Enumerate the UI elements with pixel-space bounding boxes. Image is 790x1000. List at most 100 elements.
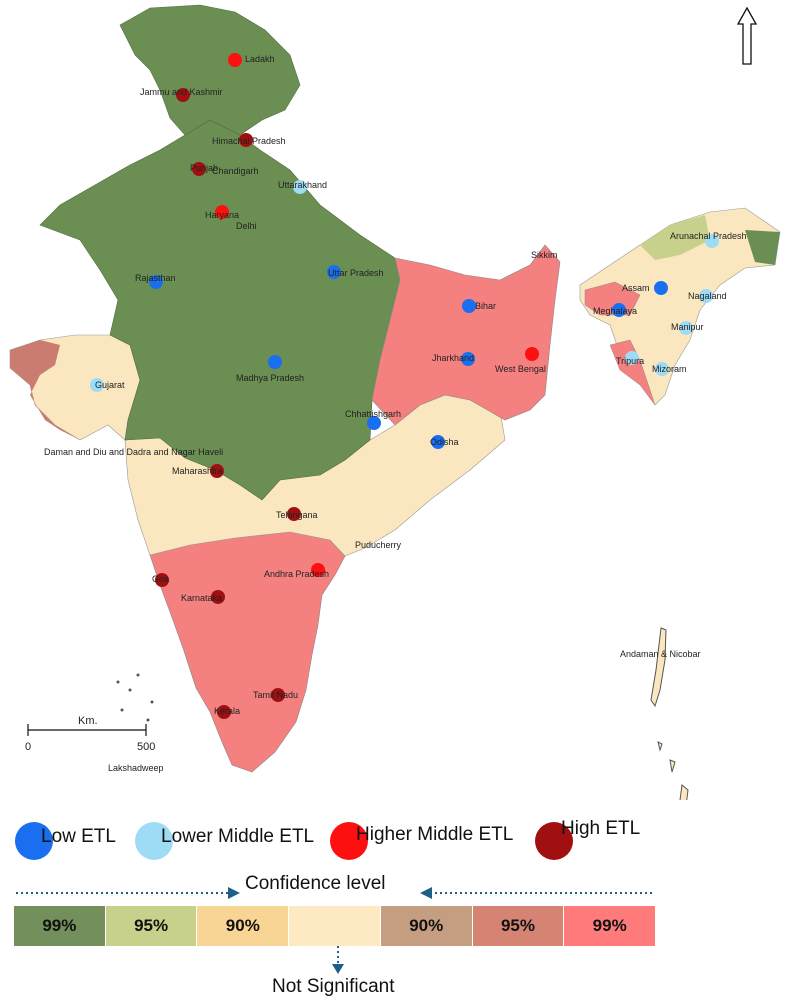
chandigarh-label: Chandigarh	[212, 166, 259, 176]
manipur-marker	[679, 321, 693, 335]
meghalaya-tripura-red	[584, 281, 656, 406]
gujarat-label: Gujarat	[95, 380, 125, 390]
confidence-cell-1: 95%	[105, 906, 198, 946]
legend-item-lower-middle: Lower Middle ETL	[135, 822, 314, 860]
madhya-pradesh-marker	[268, 355, 282, 369]
tamil-nadu-label: Tamil Nadu	[253, 690, 298, 700]
lakshadweep-islands	[116, 673, 154, 722]
ladakh-marker	[228, 53, 242, 67]
andhra-pradesh-marker	[311, 563, 325, 577]
west-bengal-marker	[525, 347, 539, 361]
daman-and-diu-and-dadra-and-nagar-haveli-label: Daman and Diu and Dadra and Nagar Haveli	[44, 447, 223, 457]
mizoram-label: Mizoram	[652, 364, 687, 374]
maharashtra-label: Maharashtra	[172, 466, 223, 476]
tamil-nadu-marker	[271, 688, 285, 702]
legend-label-low: Low ETL	[41, 826, 116, 847]
jharkhand-label: Jharkhand	[432, 353, 474, 363]
confidence-title: Confidence level	[245, 873, 386, 894]
puducherry-label: Puducherry	[355, 540, 402, 550]
west-bengal-label: West Bengal	[495, 364, 546, 374]
scale-bar	[27, 724, 147, 736]
confidence-cell-2: 90%	[197, 906, 290, 946]
legend-swatch-lower-middle	[135, 822, 173, 860]
rajasthan-marker	[149, 275, 163, 289]
ladakh-label: Ladakh	[245, 54, 275, 64]
confidence-cell-4: 90%	[380, 906, 473, 946]
assam-label: Assam	[622, 283, 650, 293]
goa-label: Goa	[152, 574, 169, 584]
northeast-light-95	[640, 215, 710, 260]
confidence-cell-3	[289, 906, 381, 946]
uttarakhand-marker	[293, 180, 307, 194]
state-markers	[90, 53, 719, 719]
not-significant-arrow	[332, 946, 344, 974]
bihar-marker	[462, 299, 476, 313]
assam-marker	[654, 281, 668, 295]
punjab-marker	[192, 162, 206, 176]
scale-unit: Km.	[78, 715, 98, 727]
bihar-label: Bihar	[475, 301, 496, 311]
lakshadweep-label: Lakshadweep	[108, 763, 164, 773]
confidence-arrows	[16, 887, 655, 899]
legend-swatch-low	[15, 822, 53, 860]
andaman-islands	[650, 627, 689, 800]
legend-label-high: High ETL	[561, 818, 641, 839]
uttarakhand-label: Uttarakhand	[278, 180, 327, 190]
confidence-scale-bar: 99% 95% 90% 90% 95% 99%	[14, 906, 657, 946]
legend-label-lower-middle: Lower Middle ETL	[161, 826, 315, 847]
legend-item-high: High ETL	[535, 818, 640, 860]
mizoram-marker	[655, 362, 669, 376]
legend-swatch-higher-middle	[330, 822, 368, 860]
not-significant-label: Not Significant	[272, 976, 395, 997]
delhi-label: Delhi	[236, 221, 257, 231]
manipur-label: Manipur	[671, 322, 704, 332]
north-arrow-icon	[736, 6, 758, 65]
northeast-green-99	[745, 230, 780, 265]
himachal-pradesh-marker	[239, 133, 253, 147]
uttar-pradesh-label: Uttar Pradesh	[328, 268, 384, 278]
gujarat-marker	[90, 378, 104, 392]
jharkhand-marker	[461, 352, 475, 366]
gujarat-coast-99	[10, 340, 80, 440]
sikkim-label: Sikkim	[531, 250, 558, 260]
chhattishgarh-label: Chhattishgarh	[345, 409, 401, 419]
chhattishgarh-marker	[367, 416, 381, 430]
north-central-region	[39, 119, 401, 501]
jammu-and-kashmir-marker	[176, 88, 190, 102]
east-india-region	[371, 244, 561, 426]
karnataka-label: Karnataka	[181, 593, 222, 603]
telangana-marker	[287, 507, 301, 521]
scale-start: 0	[25, 741, 31, 753]
haryana-marker	[215, 205, 229, 219]
jammu-and-kashmir-label: Jammu and Kashmir	[140, 87, 223, 97]
arunachal-pradesh-label: Arunachal Pradesh	[670, 231, 747, 241]
confidence-cell-5: 95%	[472, 906, 565, 946]
telangana-label: Telangana	[276, 510, 318, 520]
andaman-nicobar-label: Andaman & Nicobar	[620, 649, 701, 659]
india-map: Km. 0 500 Ladakh Jammu and Kashmir Himacha…	[9, 4, 781, 800]
state-labels: Ladakh Jammu and Kashmir Himachal Pradesh P…	[44, 54, 747, 773]
haryana-label: Haryana	[205, 210, 239, 220]
meghalaya-label: Meghalaya	[593, 306, 637, 316]
karnataka-marker	[211, 590, 225, 604]
goa-marker	[155, 573, 169, 587]
confidence-cell-0: 99%	[14, 906, 106, 946]
punjab-label: Punjab	[190, 163, 218, 173]
scale-end: 500	[137, 741, 155, 753]
maharashtra-marker	[210, 464, 224, 478]
nagaland-label: Nagaland	[688, 291, 727, 301]
nagaland-marker	[699, 289, 713, 303]
tripura-label: Tripura	[616, 356, 644, 366]
confidence-cell-6: 99%	[564, 906, 657, 946]
himachal-pradesh-label: Himachal Pradesh	[212, 136, 286, 146]
jk-ladakh-region	[119, 4, 301, 136]
legend-swatch-high	[535, 822, 573, 860]
meghalaya-marker	[612, 303, 626, 317]
odisha-marker	[431, 435, 445, 449]
rajasthan-label: Rajasthan	[135, 273, 176, 283]
kerala-label: Kerala	[214, 706, 240, 716]
odisha-label: Odisha	[430, 437, 459, 447]
etl-legend: Low ETL Lower Middle ETL Higher Middle ETL…	[0, 818, 790, 872]
andhra-pradesh-label: Andhra Pradesh	[264, 569, 329, 579]
legend-item-higher-middle: Higher Middle ETL	[330, 822, 513, 860]
